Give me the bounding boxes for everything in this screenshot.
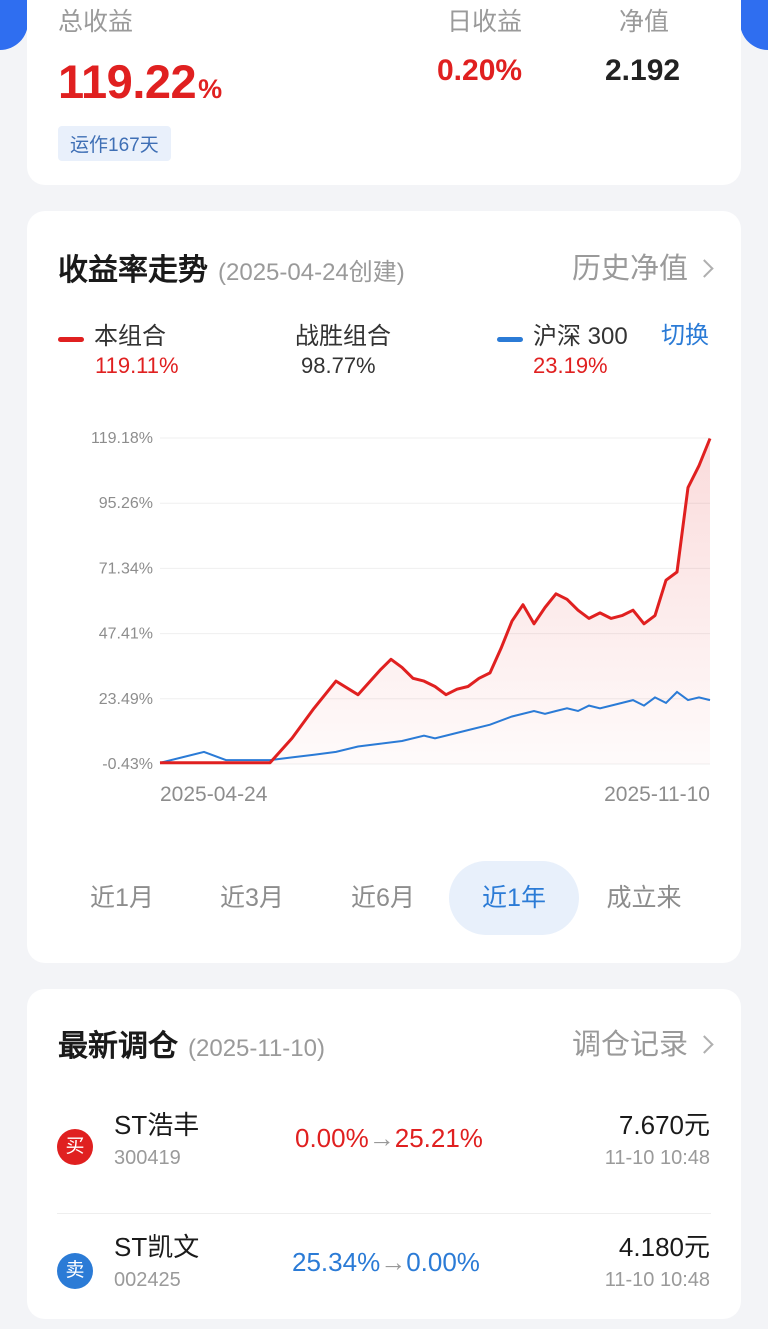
total-return-value: 119.22% (58, 55, 222, 108)
trend-title: 收益率走势 (58, 254, 208, 287)
legend-line-csi300 (497, 337, 523, 343)
trade-price: 7.670元 (618, 1110, 710, 1140)
row-divider (57, 1213, 711, 1214)
daily-return-value: 0.20% (437, 54, 523, 87)
sell-badge: 卖 (57, 1253, 93, 1289)
rebalance-header: 最新调仓 (2025-11-10) (58, 1021, 325, 1065)
csi300-line (159, 690, 711, 764)
return-trend-card: 收益率走势 (2025-04-24创建) 历史净值 本组合 119.11% 战胜组… (27, 211, 741, 963)
y-tick-label: -0.43% (102, 756, 153, 773)
nav-label: 净值 (619, 8, 670, 36)
switch-button[interactable]: 切换 (661, 322, 709, 349)
y-tick-label: 71.34% (99, 560, 153, 577)
trend-header: 收益率走势 (2025-04-24创建) (58, 245, 405, 289)
buy-badge: 买 (57, 1129, 93, 1165)
stock-code: 300419 (114, 1147, 181, 1169)
rebalance-history-link[interactable]: 调仓记录 (571, 1021, 714, 1063)
header-decoration-left (0, 0, 28, 50)
period-tab-1m[interactable]: 近1月 (90, 884, 154, 912)
daily-return-label: 日收益 (447, 8, 523, 36)
rebalance-date: (2025-11-10) (188, 1035, 325, 1062)
weight-change: 25.34%→0.00% (292, 1247, 480, 1277)
header-decoration-right (740, 0, 768, 50)
x-tick-label: 2025-04-24 (160, 783, 268, 806)
period-tab-3m[interactable]: 近3月 (220, 884, 284, 912)
y-tick-label: 95.26% (99, 495, 153, 512)
y-tick-label: 47.41% (99, 626, 153, 643)
rebalance-card: 最新调仓 (2025-11-10) 调仓记录 买 ST浩丰 300419 0.00… (27, 989, 741, 1319)
chevron-right-icon (695, 259, 714, 278)
total-return-label: 总收益 (58, 8, 134, 36)
trend-created-date: (2025-04-24创建) (218, 259, 405, 286)
rebalance-history-label: 调仓记录 (571, 1029, 688, 1061)
run-days-tag: 运作167天 (58, 126, 171, 161)
legend-value-portfolio: 119.11% (95, 353, 179, 378)
legend-line-portfolio (58, 337, 84, 343)
legend-item-beaten: 战胜组合 (295, 323, 391, 350)
history-nav-label: 历史净值 (571, 253, 688, 285)
x-tick-label: 2025-11-10 (604, 783, 710, 806)
rebalance-row[interactable]: 卖 ST凯文 002425 25.34%→0.00% 4.180元 11-10 … (27, 1219, 741, 1329)
stock-name: ST凯文 (114, 1232, 200, 1262)
y-tick-label: 23.49% (99, 691, 153, 708)
rebalance-title: 最新调仓 (58, 1030, 178, 1063)
summary-card: 总收益 119.22% 运作167天 日收益 0.20% 净值 2.192 (27, 0, 741, 185)
period-tab-6m[interactable]: 近6月 (351, 884, 415, 912)
legend-value-csi300: 23.19% (533, 353, 608, 378)
weight-change: 0.00%→25.21% (295, 1123, 483, 1153)
legend-item-csi300: 沪深 300 (497, 316, 628, 351)
stock-name: ST浩丰 (114, 1110, 200, 1140)
trade-time: 11-10 10:48 (604, 1269, 710, 1291)
trade-price: 4.180元 (618, 1232, 710, 1262)
history-nav-link[interactable]: 历史净值 (571, 245, 714, 287)
nav-value: 2.192 (605, 54, 681, 87)
return-line-chart: 119.18% 95.26% 71.34% 47.41% 23.49% -0.43% 20… (91, 430, 712, 806)
legend-item-portfolio: 本组合 (58, 316, 166, 351)
stock-code: 002425 (114, 1269, 181, 1291)
legend-value-beaten: 98.77% (301, 353, 376, 378)
portfolio-area (160, 438, 710, 764)
y-tick-label: 119.18% (91, 430, 153, 447)
period-tab-all[interactable]: 成立来 (606, 884, 682, 912)
period-tab-1y[interactable]: 近1年 (449, 861, 579, 935)
chevron-right-icon (695, 1035, 714, 1054)
rebalance-row[interactable]: 买 ST浩丰 300419 0.00%→25.21% 7.670元 11-10 … (27, 1097, 741, 1207)
portfolio-line (160, 437, 712, 765)
trade-time: 11-10 10:48 (604, 1147, 710, 1169)
